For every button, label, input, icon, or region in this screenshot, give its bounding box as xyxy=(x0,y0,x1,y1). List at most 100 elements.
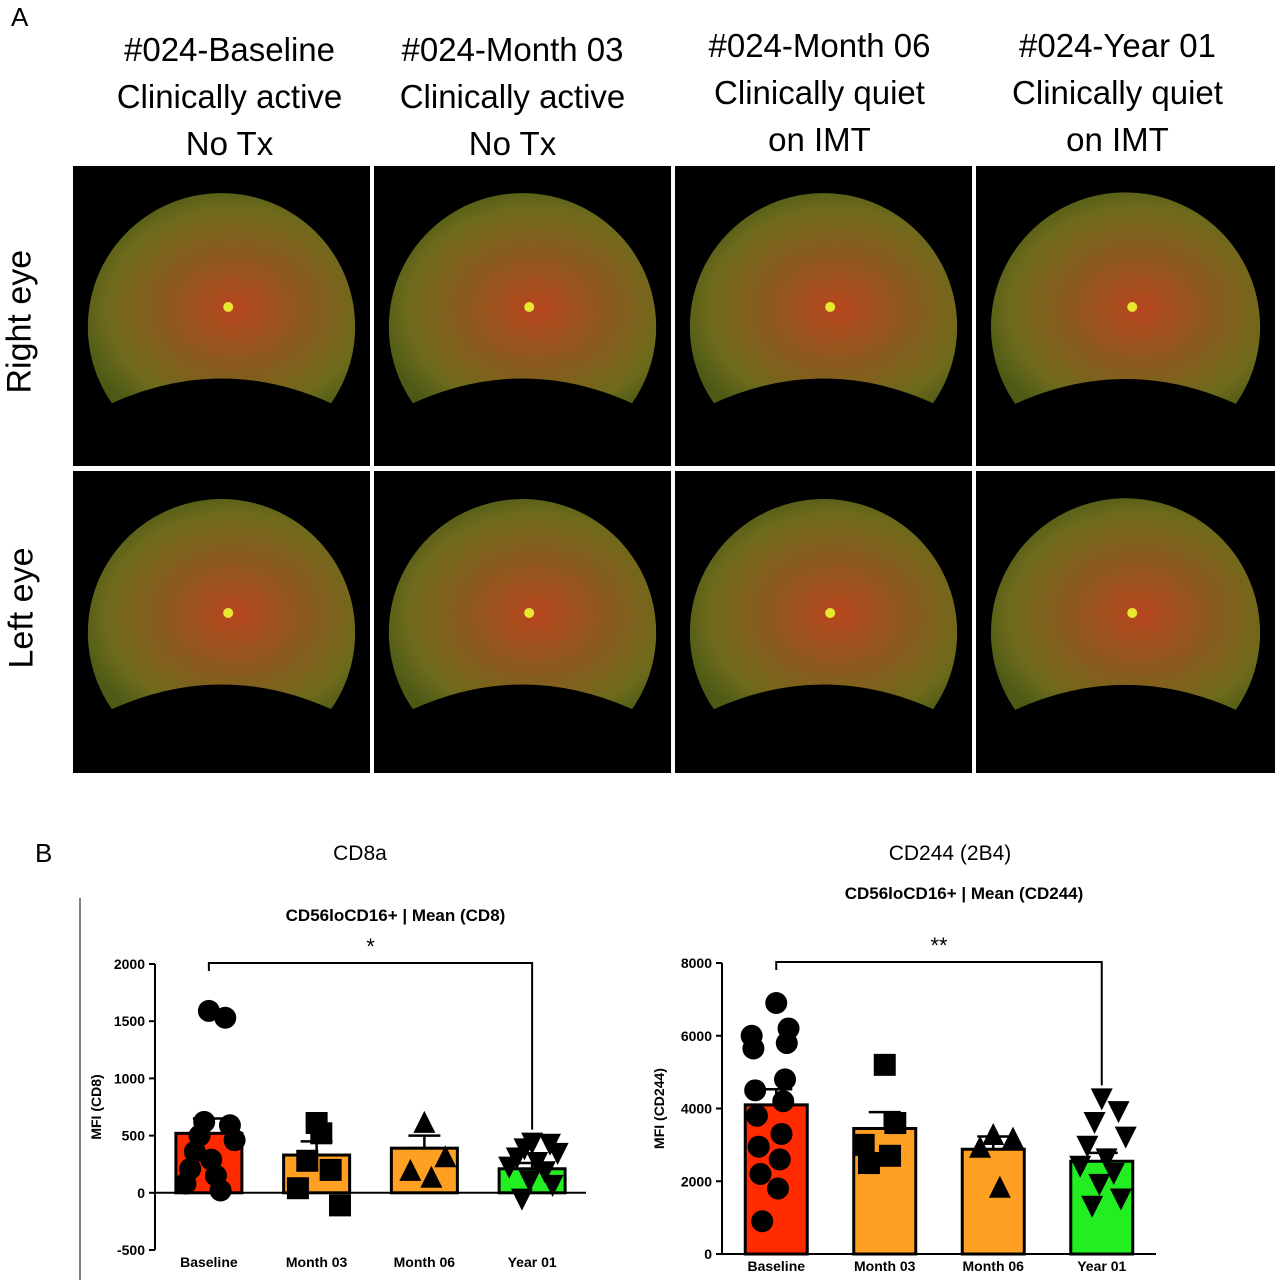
data-point xyxy=(852,1133,875,1156)
data-point xyxy=(541,1174,564,1197)
data-point xyxy=(982,1122,1005,1145)
y-tick-label: 6000 xyxy=(681,1028,712,1044)
y-tick-label: 0 xyxy=(137,1185,145,1201)
fundus-image xyxy=(976,166,1275,466)
data-point xyxy=(988,1175,1011,1198)
chart-title: CD56loCD16+ | Mean (CD244) xyxy=(845,884,1084,903)
significance-bracket xyxy=(775,961,1103,1086)
column-header-line: on IMT xyxy=(768,121,871,158)
column-header-line: Clinically active xyxy=(399,78,626,115)
data-point xyxy=(772,1090,795,1113)
column-header-line: Clinically quiet xyxy=(714,74,925,111)
data-point xyxy=(775,1032,798,1055)
data-point xyxy=(183,1140,206,1163)
panel-b-right-heading: CD244 (2B4) xyxy=(888,842,1012,865)
data-point xyxy=(1081,1195,1104,1218)
y-tick-label: 1000 xyxy=(114,1070,145,1086)
data-point xyxy=(533,1161,556,1184)
data-point xyxy=(1069,1155,1092,1178)
x-tick-label: Baseline xyxy=(180,1254,238,1270)
column-header-month06: #024-Month 06 Clinically quiet on IMT xyxy=(662,22,977,163)
data-point xyxy=(969,1135,992,1158)
column-header-year01: #024-Year 01 Clinically quiet on IMT xyxy=(960,22,1275,163)
data-point xyxy=(546,1142,569,1165)
data-point xyxy=(770,1122,793,1145)
data-point xyxy=(1095,1148,1118,1171)
data-point xyxy=(765,992,788,1015)
data-point xyxy=(767,1177,790,1200)
data-point xyxy=(296,1149,319,1172)
data-point xyxy=(745,1104,768,1127)
data-point xyxy=(879,1144,902,1167)
column-header-line: on IMT xyxy=(1066,121,1169,158)
column-header-line: #024-Baseline xyxy=(124,31,335,68)
fundus-image xyxy=(374,471,671,773)
significance-label: * xyxy=(366,934,375,959)
data-point xyxy=(1090,1088,1113,1111)
data-point xyxy=(1088,1173,1111,1196)
fundus-image xyxy=(675,166,972,466)
y-axis-label: MFI (CD244) xyxy=(651,1068,667,1149)
y-tick-label: 2000 xyxy=(114,956,145,972)
y-tick-label: -500 xyxy=(117,1242,145,1258)
x-tick-label: Month 03 xyxy=(286,1254,348,1270)
column-header-line: #024-Month 06 xyxy=(708,27,931,64)
y-axis-label: MFI (CD8) xyxy=(88,1074,104,1139)
chart-title: CD56loCD16+ | Mean (CD8) xyxy=(286,906,506,925)
x-tick-label: Month 06 xyxy=(963,1258,1025,1274)
y-tick-label: 0 xyxy=(704,1246,712,1262)
y-tick-label: 500 xyxy=(122,1128,146,1144)
data-point xyxy=(873,1053,896,1076)
data-point xyxy=(498,1156,521,1179)
column-header-line: No Tx xyxy=(185,125,274,162)
bar xyxy=(960,1147,1026,1256)
column-header-line: Clinically active xyxy=(116,78,343,115)
data-point xyxy=(1107,1101,1130,1124)
significance-bracket xyxy=(207,962,534,1130)
data-point xyxy=(749,1162,772,1185)
fundus-image xyxy=(976,471,1275,773)
column-header-line: Clinically quiet xyxy=(1012,74,1223,111)
data-point xyxy=(510,1188,533,1211)
data-point xyxy=(209,1179,232,1202)
data-point xyxy=(319,1158,342,1181)
data-point xyxy=(174,1172,197,1195)
data-point xyxy=(518,1170,541,1193)
x-tick-label: Year 01 xyxy=(1077,1258,1126,1274)
data-point xyxy=(742,1037,765,1060)
y-tick-label: 8000 xyxy=(681,955,712,971)
column-header-month03: #024-Month 03 Clinically active No Tx xyxy=(355,26,670,167)
data-point xyxy=(1102,1162,1125,1185)
data-point xyxy=(214,1006,237,1029)
data-point xyxy=(1109,1188,1132,1211)
data-point xyxy=(744,1079,767,1102)
panel-b-left-heading: CD8a xyxy=(333,842,387,865)
y-tick-label: 2000 xyxy=(681,1173,712,1189)
fundus-image xyxy=(374,166,671,466)
data-point xyxy=(434,1145,457,1168)
data-point xyxy=(223,1129,246,1152)
x-tick-label: Month 06 xyxy=(394,1254,456,1270)
fundus-image xyxy=(675,471,972,773)
data-point xyxy=(413,1110,436,1133)
data-point xyxy=(1002,1126,1025,1149)
fundus-image xyxy=(73,471,370,773)
data-point xyxy=(1076,1135,1099,1158)
data-point xyxy=(286,1177,309,1200)
y-tick-label: 4000 xyxy=(681,1101,712,1117)
data-point xyxy=(329,1194,351,1217)
data-point xyxy=(399,1158,422,1181)
data-point xyxy=(1114,1126,1137,1149)
column-header-line: No Tx xyxy=(468,125,557,162)
fundus-image xyxy=(73,166,370,466)
data-point xyxy=(774,1068,797,1091)
column-header-line: #024-Month 03 xyxy=(401,31,624,68)
data-point xyxy=(884,1112,907,1135)
data-point xyxy=(747,1135,770,1158)
significance-label: ** xyxy=(930,933,948,958)
x-tick-label: Baseline xyxy=(747,1258,805,1274)
panel-a-letter: A xyxy=(11,2,29,32)
x-tick-label: Year 01 xyxy=(508,1254,557,1270)
data-point xyxy=(857,1152,880,1175)
